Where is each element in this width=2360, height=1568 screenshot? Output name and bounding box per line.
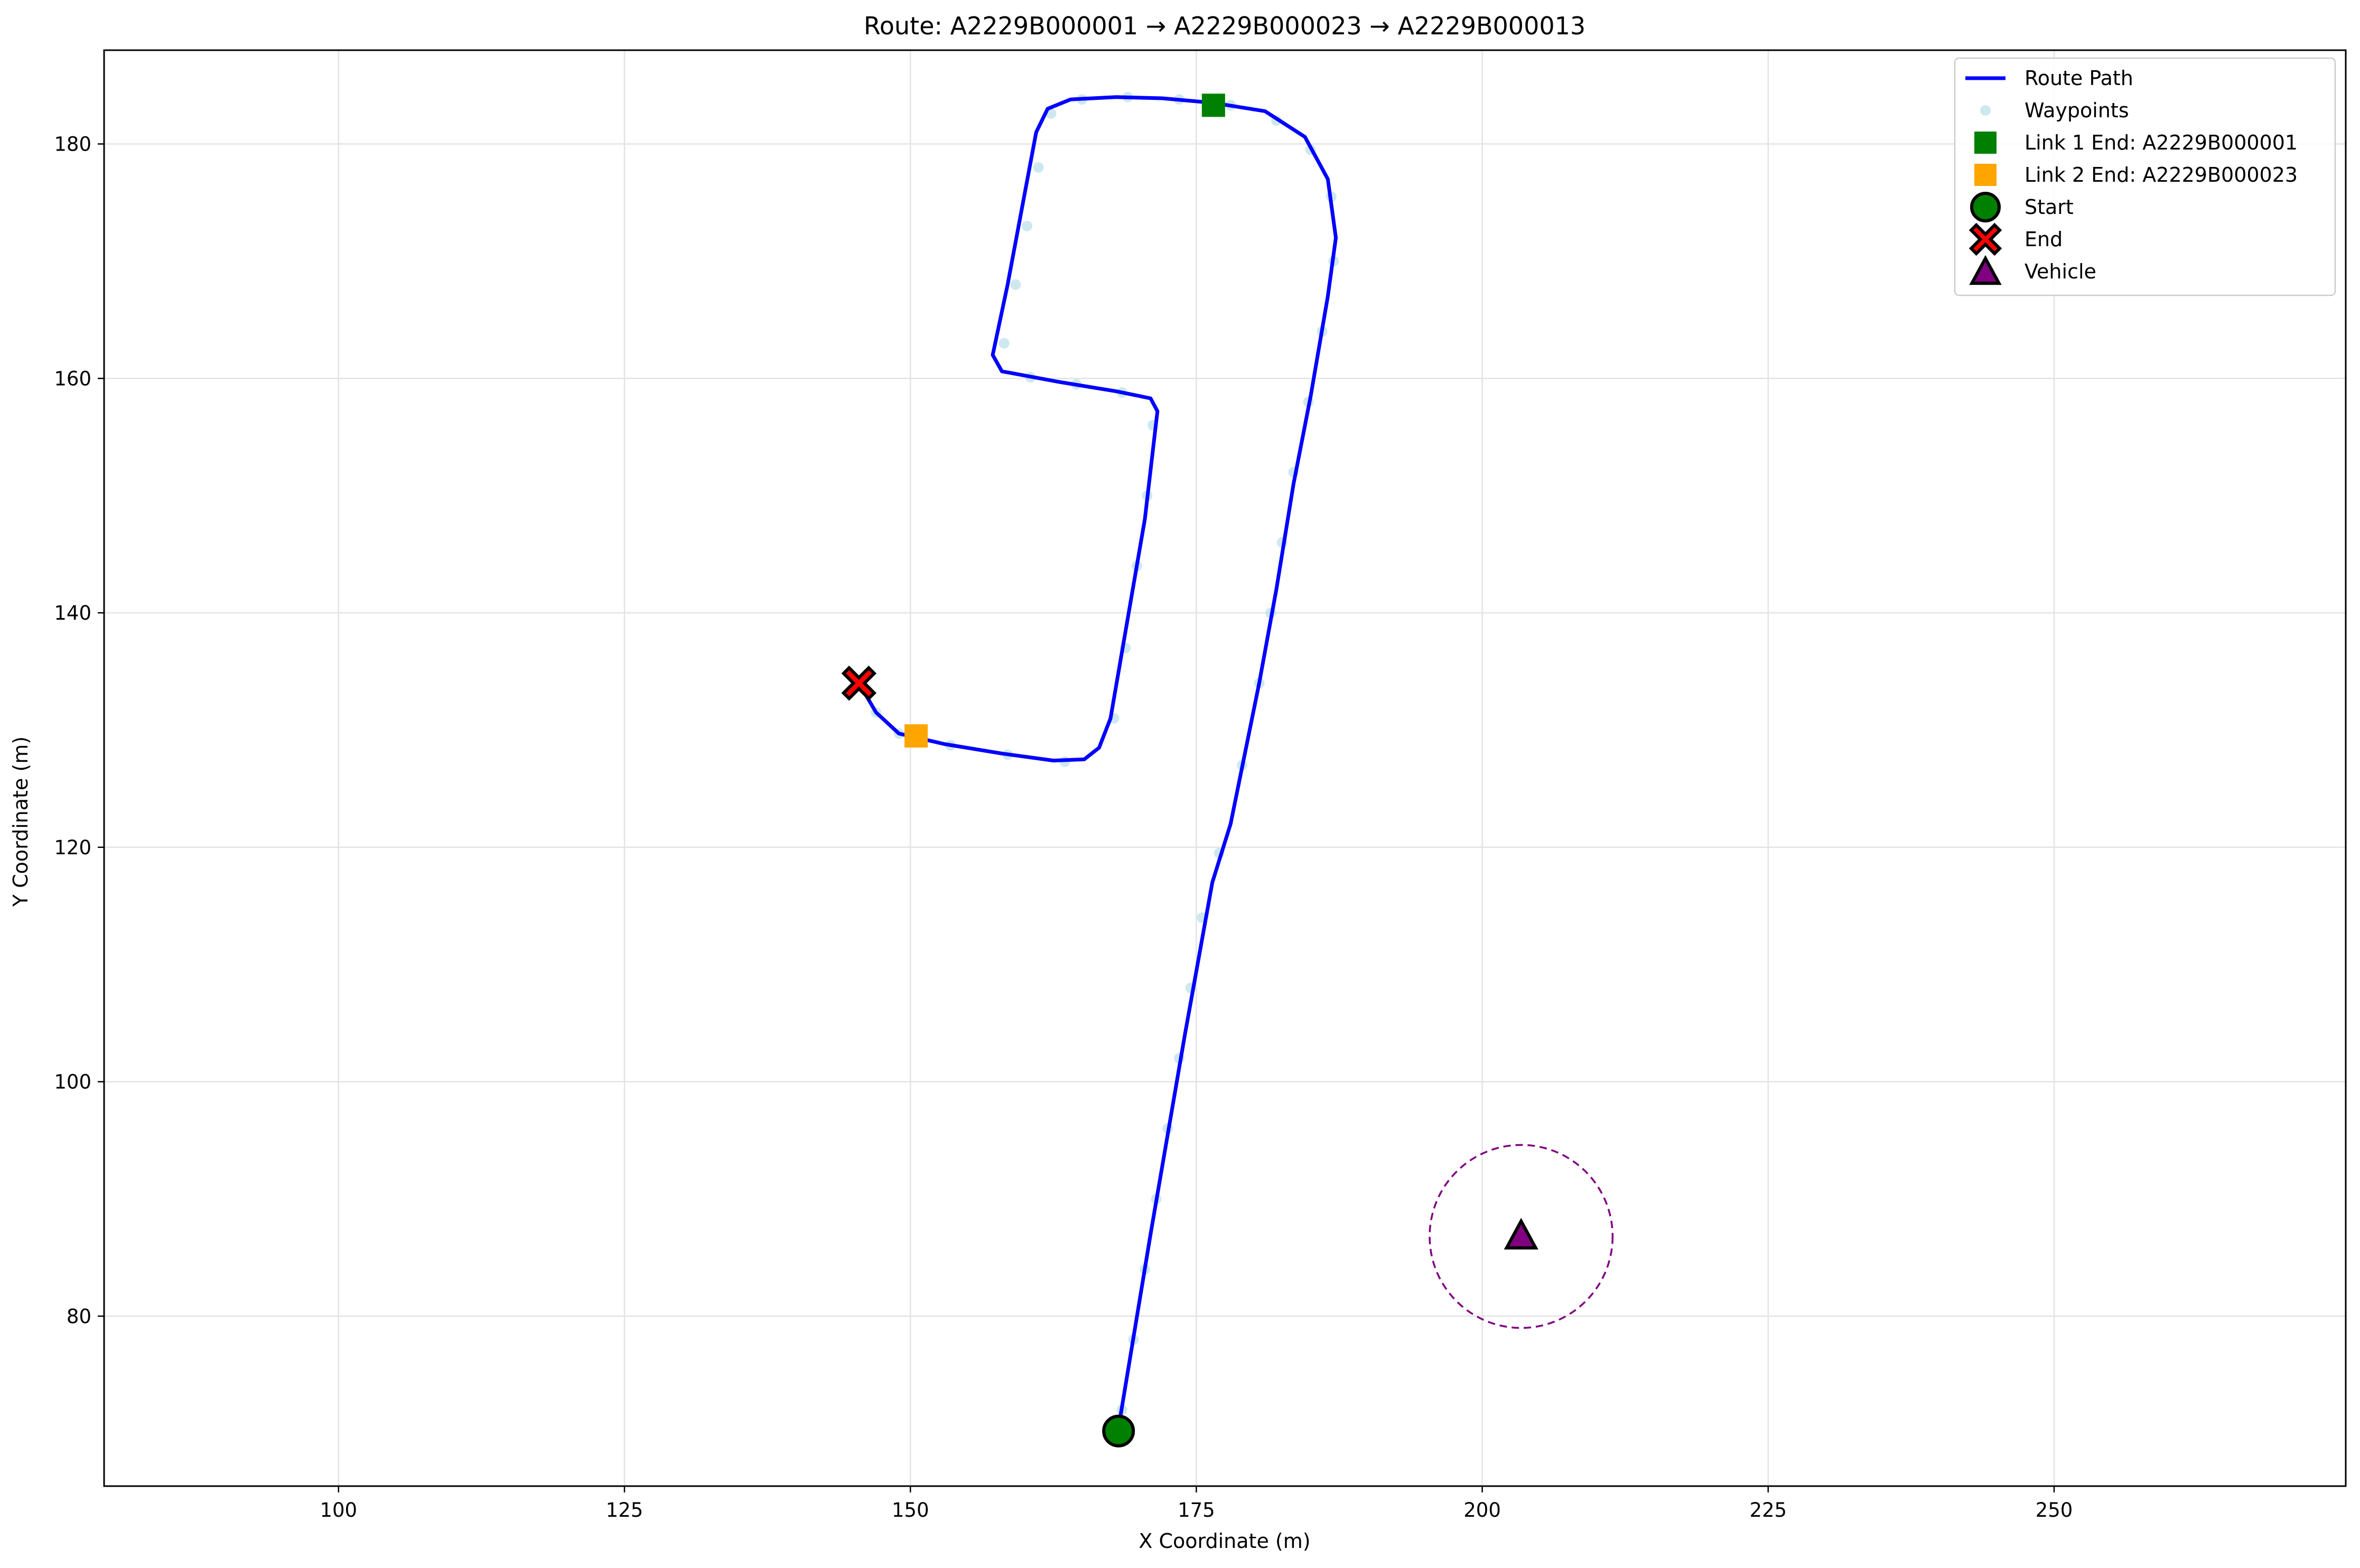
y-axis-label: Y Coordinate (m) (9, 736, 32, 907)
route-path-line (857, 95, 1338, 1430)
legend-entry-label: Start (2025, 195, 2074, 219)
y-tick-label: 120 (54, 836, 91, 859)
y-tick-label: 80 (67, 1305, 91, 1328)
x-tick-label: 150 (892, 1499, 929, 1522)
x-tick-label: 225 (1749, 1499, 1787, 1522)
legend-entry-label: Vehicle (2025, 260, 2096, 283)
waypoint-point (1010, 279, 1021, 290)
vehicle-radius-circle (1429, 1144, 1614, 1329)
waypoint-point (999, 338, 1010, 349)
legend-entry-label: Waypoints (2025, 99, 2129, 122)
legend-end-swatch (1969, 222, 2002, 256)
legend-link1-swatch (1974, 132, 1997, 154)
vehicle-marker (1504, 1218, 1538, 1250)
y-tick-label: 140 (54, 602, 91, 624)
legend-waypoint-swatch (1980, 105, 1991, 116)
x-tick-label: 125 (606, 1499, 643, 1522)
y-axis-ticks: 80 100 120 140 160 180 (54, 133, 104, 1328)
plot-frame (103, 49, 2347, 1487)
markers (841, 94, 1538, 1448)
end-marker (841, 665, 877, 701)
y-tick-label: 160 (54, 367, 91, 390)
y-tick-label: 180 (54, 133, 91, 156)
x-tick-label: 250 (2036, 1499, 2073, 1522)
legend-entry-label: Link 2 End: A2229B000023 (2025, 163, 2298, 186)
x-tick-label: 175 (1178, 1499, 1215, 1522)
legend: Route Path Waypoints Link 1 End: A2229B000… (1954, 57, 2336, 296)
x-tick-label: 100 (320, 1499, 357, 1522)
link2-end-marker (904, 724, 928, 748)
legend-box (1954, 57, 2336, 296)
start-marker (1102, 1414, 1135, 1448)
waypoint-point (1033, 162, 1044, 173)
legend-link2-swatch (1974, 164, 1997, 186)
chart-title: Route: A2229B000001 → A2229B000023 → A22… (864, 12, 1585, 40)
x-axis-ticks: 100 125 150 175 200 225 250 (320, 1486, 2073, 1522)
plot-area (841, 91, 1614, 1448)
legend-entry-label: Route Path (2025, 67, 2133, 90)
y-tick-label: 100 (54, 1071, 91, 1094)
x-axis-label: X Coordinate (m) (1139, 1529, 1310, 1553)
link1-end-marker (1201, 94, 1225, 117)
legend-start-swatch (1970, 192, 2001, 222)
waypoints-series (871, 91, 1339, 1415)
legend-vehicle-swatch (1969, 255, 2002, 285)
legend-entry-label: Link 1 End: A2229B000001 (2025, 131, 2298, 154)
legend-entry-label: End (2025, 228, 2063, 251)
waypoint-point (1021, 220, 1032, 231)
x-tick-label: 200 (1463, 1499, 1501, 1522)
